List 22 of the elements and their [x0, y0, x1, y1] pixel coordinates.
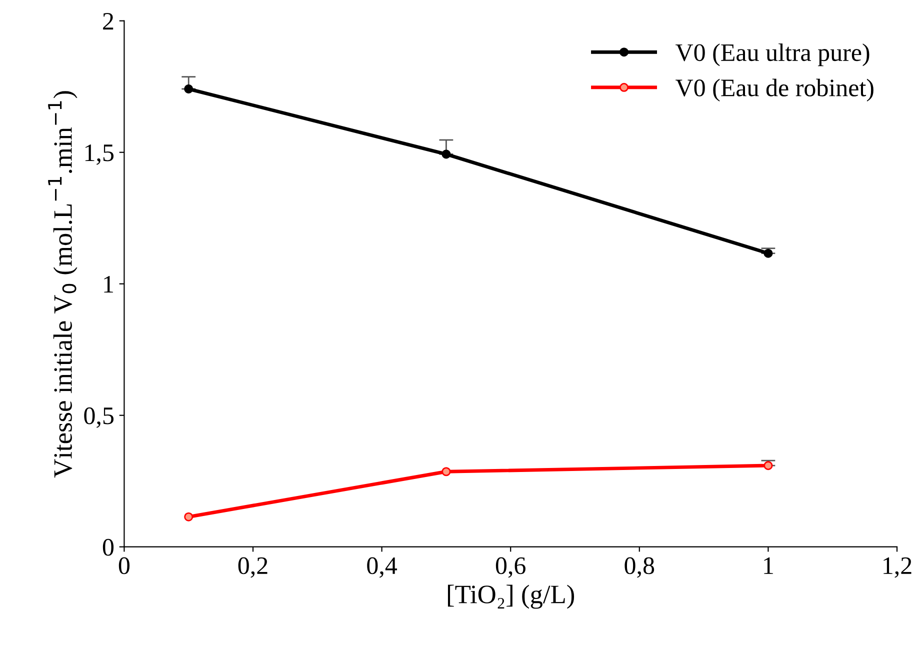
legend-label: V0 (Eau ultra pure)	[676, 43, 870, 66]
x-tick-label: 0	[118, 557, 130, 574]
point	[184, 512, 194, 522]
x-tick-label: 1	[764, 557, 773, 574]
legend-label: V0 (Eau de robinet)	[676, 78, 874, 102]
x-tick-label: 0,4	[367, 557, 398, 578]
y-tick-label: 2	[103, 12, 114, 30]
y-axis-title: Vitesse initiale V$_{0}$ (mol.L$^{−1}$.min$^{−1}$)	[48, 91, 78, 478]
x-tick-label: 1,2	[884, 557, 912, 578]
x-tick-label: 0,2	[238, 557, 268, 578]
y-tick-label: 1,5	[85, 144, 114, 165]
point	[442, 467, 451, 476]
point	[764, 461, 773, 470]
x-tick-label: 0,8	[624, 557, 654, 578]
point	[764, 248, 773, 258]
point	[442, 150, 451, 159]
x-axis-title: [TiO₂] (g/L)	[448, 584, 574, 609]
y-tick-label: 1	[104, 276, 113, 293]
point	[184, 84, 194, 94]
y-tick-label: 0	[102, 538, 114, 556]
x-tick-label: 0,6	[496, 557, 526, 578]
y-tick-label: 0,5	[84, 407, 114, 428]
